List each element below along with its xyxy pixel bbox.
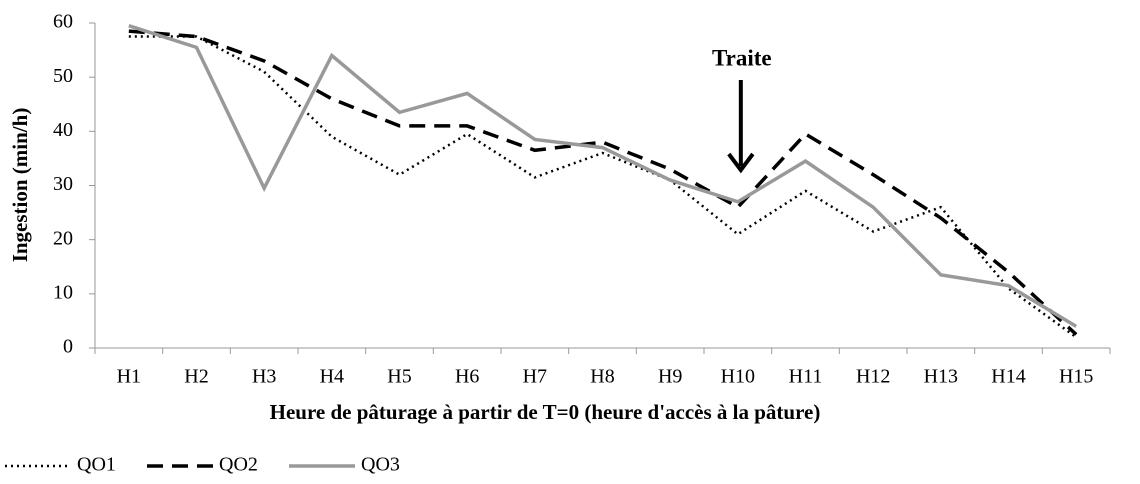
y-tick-label: 10 xyxy=(53,281,73,303)
legend-label: QO3 xyxy=(361,454,400,476)
legend-label: QO1 xyxy=(77,454,116,476)
x-tick-label: H10 xyxy=(721,366,755,388)
series-line xyxy=(128,24,1078,328)
y-axis-label: Ingestion (min/h) xyxy=(8,108,32,263)
x-tick-label: H13 xyxy=(924,366,958,388)
x-tick-label: H3 xyxy=(252,366,276,388)
x-tick-label: H15 xyxy=(1059,366,1093,388)
x-tick-label: H12 xyxy=(856,366,890,388)
y-tick-label: 30 xyxy=(53,173,73,195)
series-line xyxy=(128,29,1078,336)
y-tick-label: 60 xyxy=(53,11,73,33)
x-tick-label: H11 xyxy=(789,366,823,388)
x-tick-label: H7 xyxy=(523,366,547,388)
y-tick-label: 0 xyxy=(63,336,73,358)
series-line xyxy=(128,35,1077,339)
legend-label: QO2 xyxy=(219,454,258,476)
x-tick-label: H6 xyxy=(455,366,479,388)
y-tick-label: 20 xyxy=(53,227,73,249)
annotation-arrowhead xyxy=(727,152,755,174)
x-tick-label: H2 xyxy=(184,366,208,388)
x-tick-label: H4 xyxy=(320,366,344,388)
x-tick-label: H9 xyxy=(658,366,682,388)
x-axis-label: Heure de pâturage à partir de T=0 (heure… xyxy=(270,400,821,424)
x-tick-label: H1 xyxy=(117,366,141,388)
y-tick-label: 40 xyxy=(53,119,73,141)
y-tick-label: 50 xyxy=(53,65,73,87)
x-tick-label: H14 xyxy=(991,366,1025,388)
annotation: Traite xyxy=(712,45,772,70)
x-tick-label: H5 xyxy=(387,366,411,388)
x-tick-label: H8 xyxy=(590,366,614,388)
